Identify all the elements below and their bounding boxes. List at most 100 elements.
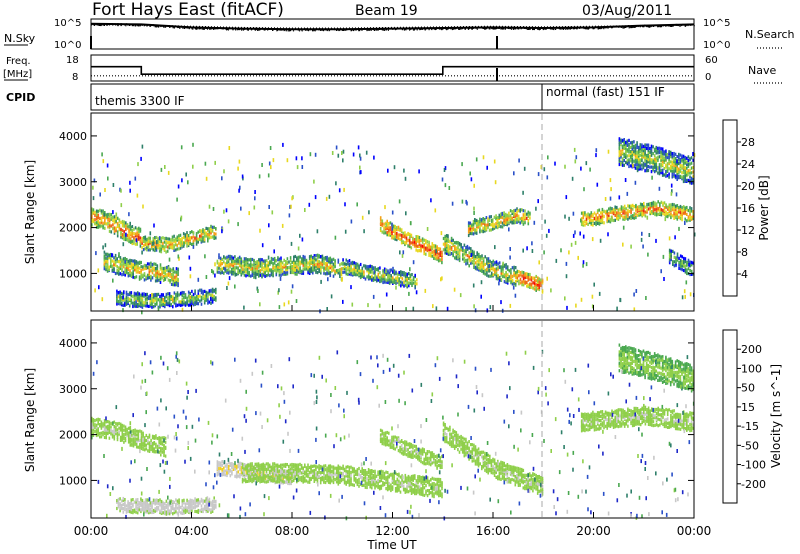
echo-cell (673, 151, 675, 156)
echo-cell (514, 279, 517, 283)
echo-cell (510, 271, 512, 275)
echo-cell (639, 158, 642, 162)
echo-cell (189, 300, 192, 304)
echo-cell (293, 261, 295, 265)
echo-cell (144, 235, 147, 239)
echo-cell (238, 261, 241, 265)
echo-cell (103, 254, 106, 258)
noise-sample (289, 29, 291, 31)
sparse-echo-cell (183, 241, 185, 246)
echo-cell (128, 304, 131, 308)
sparse-echo-cell (560, 248, 562, 253)
echo-cell (308, 259, 311, 263)
echo-cell (485, 227, 488, 231)
echo-cell (454, 245, 456, 249)
echo-cell (400, 236, 403, 240)
noise-sample (326, 29, 328, 32)
echo-cell (637, 150, 640, 154)
echo-cell (127, 261, 130, 265)
echo-cell (210, 293, 212, 297)
echo-cell (383, 231, 385, 235)
sparse-echo-cell (412, 260, 415, 265)
echo-cell (618, 154, 621, 158)
noise-sample (330, 28, 332, 30)
echo-cell (119, 300, 121, 304)
noise-sample (672, 24, 674, 26)
echo-cell (630, 208, 632, 212)
echo-cell (628, 150, 630, 154)
echo-cell (612, 218, 615, 223)
echo-cell (113, 430, 116, 434)
echo-cell (532, 281, 534, 285)
echo-cell (170, 238, 172, 242)
noise-sample (276, 28, 278, 30)
echo-cell (588, 220, 591, 225)
echo-cell (582, 220, 585, 224)
echo-cell (503, 211, 505, 215)
echo-cell (119, 297, 121, 301)
sparse-echo-cell (106, 214, 108, 219)
echo-cell (406, 274, 408, 278)
echo-cell (508, 217, 510, 222)
echo-cell (423, 249, 425, 253)
echo-cell (347, 260, 349, 264)
echo-cell (469, 221, 472, 225)
echo-cell (174, 278, 176, 282)
echo-cell (374, 277, 376, 281)
noise-sample (379, 28, 381, 30)
echo-cell (135, 302, 137, 306)
noise-sample (614, 25, 616, 27)
echo-cell (382, 274, 384, 278)
echo-cell (177, 269, 179, 273)
echo-cell (300, 271, 303, 275)
echo-cell (538, 285, 541, 290)
noise-sample (578, 26, 581, 28)
sparse-echo-cell (270, 165, 272, 170)
sparse-echo-cell (259, 258, 261, 263)
echo-cell (682, 154, 685, 158)
echo-cell (184, 241, 187, 245)
noise-sample (472, 26, 474, 29)
sparse-echo-cell (254, 196, 256, 201)
noise-sample (120, 24, 122, 26)
echo-cell (686, 219, 688, 223)
noise-sample (458, 28, 460, 30)
echo-cell (649, 205, 651, 209)
sparse-echo-cell (286, 158, 289, 163)
echo-cell (158, 240, 161, 244)
echo-cell (439, 258, 442, 262)
echo-cell (229, 254, 231, 258)
echo-cell (331, 258, 333, 262)
noise-sample (547, 27, 549, 29)
sparse-echo-cell (391, 226, 394, 231)
echo-cell (634, 155, 637, 159)
echo-cell (172, 305, 174, 309)
echo-cell (106, 261, 109, 265)
echo-cell (313, 260, 316, 264)
echo-cell (111, 435, 114, 439)
echo-cell (647, 155, 650, 159)
echo-cell (166, 249, 169, 253)
echo-cell (657, 158, 659, 162)
echo-cell (154, 262, 157, 266)
sparse-echo-cell (607, 149, 610, 154)
echo-cell (367, 265, 370, 269)
echo-cell (529, 272, 531, 277)
echo-cell (495, 271, 498, 275)
echo-cell (391, 229, 393, 233)
echo-cell (132, 265, 134, 269)
echo-cell (156, 276, 159, 280)
noise-sample (508, 26, 510, 29)
echo-cell (431, 254, 434, 258)
echo-cell (405, 236, 408, 240)
noise-sample (553, 28, 555, 31)
sparse-echo-cell (387, 168, 389, 173)
echo-cell (644, 153, 646, 157)
echo-cell (673, 213, 675, 217)
echo-cell (623, 141, 625, 145)
echo-cell (320, 255, 322, 259)
echo-cell (110, 421, 112, 425)
echo-cell (361, 272, 364, 276)
nave-tick-bottom: 0 (705, 72, 711, 83)
sparse-echo-cell (686, 271, 688, 276)
